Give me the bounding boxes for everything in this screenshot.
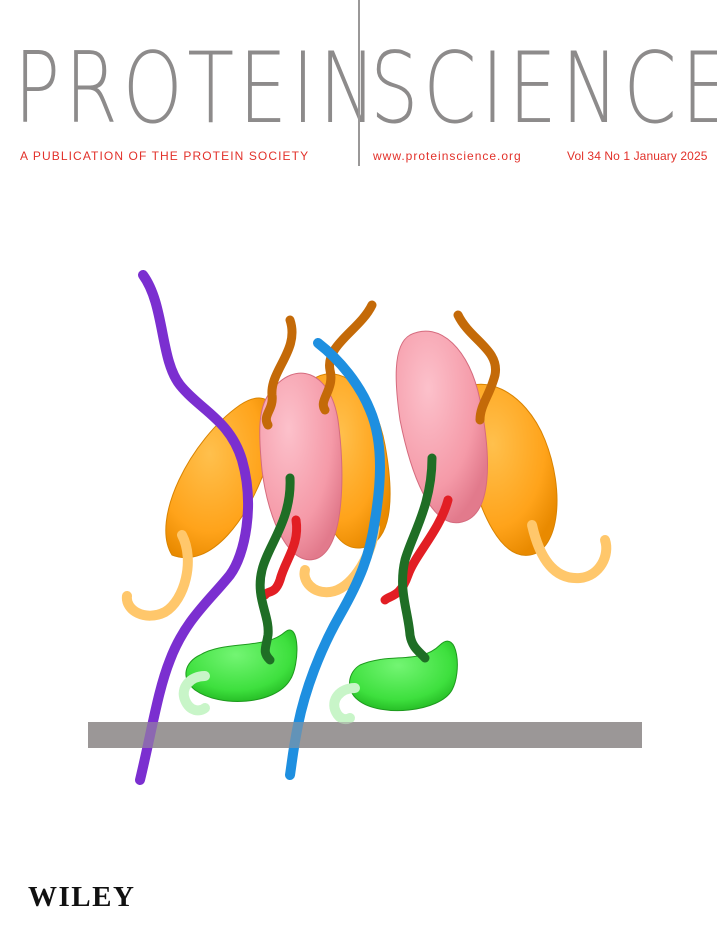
green-domain-right — [349, 640, 458, 712]
pink-domain-right — [395, 330, 488, 524]
issue-info: Vol 34 No 1 January 2025 — [567, 149, 708, 163]
dark-green-linker-2 — [398, 453, 437, 663]
tagline: A PUBLICATION OF THE PROTEIN SOCIETY — [20, 149, 310, 163]
journal-title-left: PROTEIN — [14, 32, 381, 146]
pale-green-loop-2 — [329, 683, 360, 725]
membrane-overlay — [88, 722, 642, 748]
journal-url[interactable]: www.proteinscience.org — [373, 149, 522, 163]
title-divider — [358, 0, 360, 166]
pink-domain-left — [259, 372, 343, 561]
pale-orange-loop-3 — [527, 520, 612, 584]
dark-green-linker-1 — [255, 473, 295, 665]
brown-tail-3 — [453, 310, 500, 425]
purple-strand — [135, 270, 253, 785]
journal-title-right: SCIENCE — [370, 32, 717, 146]
publisher-logo: WILEY — [28, 881, 136, 913]
cover-illustration — [88, 270, 642, 785]
pale-green-loop-1 — [178, 671, 210, 716]
masthead: PROTEIN SCIENCE A PUBLICATION OF THE PRO… — [0, 0, 717, 190]
pale-orange-loop-1 — [121, 530, 193, 621]
brown-tail-1 — [261, 315, 297, 430]
brown-tail-2 — [318, 300, 377, 415]
red-linker-1 — [260, 515, 302, 600]
green-domain-left — [185, 629, 298, 702]
red-linker-2 — [380, 495, 453, 605]
